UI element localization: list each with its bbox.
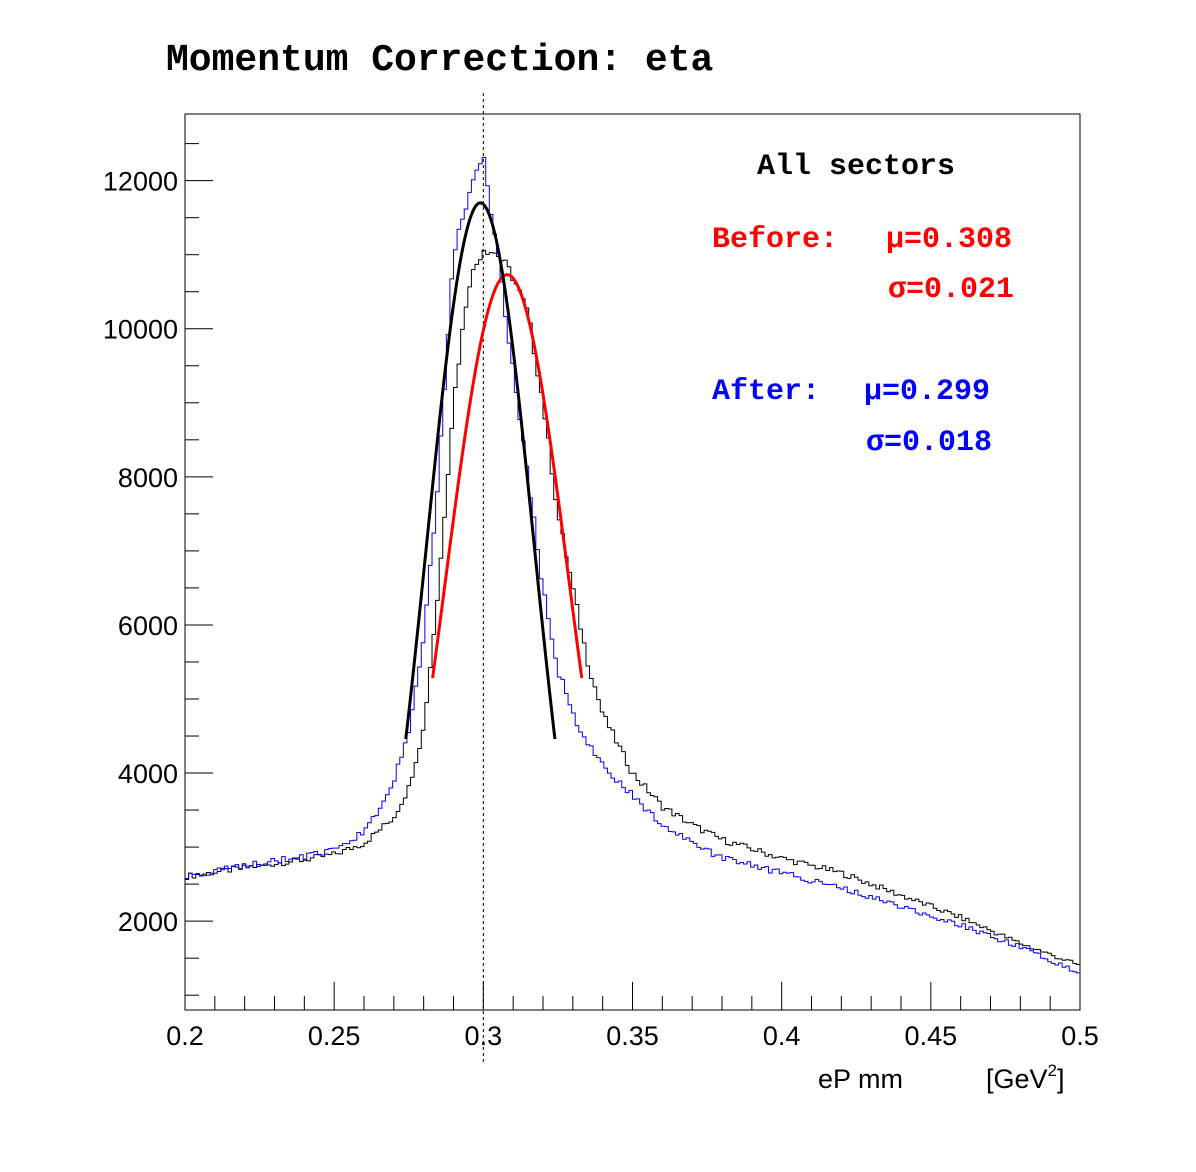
x-tick-label: 0.35: [606, 1021, 659, 1051]
x-axis-unit-close: ]: [1057, 1064, 1065, 1094]
legend-after-sigma: σ=0.018: [866, 426, 992, 460]
x-axis-label: eP mm: [818, 1064, 903, 1094]
after-fit-curve: [404, 201, 557, 740]
legend-before-label: Before:: [712, 223, 838, 257]
after-histogram: [185, 156, 1080, 974]
y-tick-label: 6000: [118, 611, 178, 641]
x-axis-tick-labels: 0.2 0.25 0.3 0.35 0.4 0.45 0.5: [166, 1021, 1099, 1051]
x-axis-ticks: [184, 982, 1081, 1010]
y-axis-tick-labels: 2000 4000 6000 8000 10000 12000: [103, 167, 178, 937]
y-tick-label: 4000: [118, 759, 178, 789]
chart-title: Momentum Correction: eta: [166, 39, 713, 82]
before-fit-curve: [431, 273, 584, 679]
x-axis-unit: [GeV2]: [986, 1061, 1065, 1094]
series-layer: [185, 156, 1080, 974]
legend-before-sigma: σ=0.021: [888, 273, 1014, 307]
legend-after-mu: μ=0.299: [864, 375, 990, 409]
y-tick-label: 12000: [103, 167, 178, 197]
legend-heading: All sectors: [757, 150, 955, 184]
x-tick-label: 0.25: [308, 1021, 361, 1051]
x-tick-label: 0.45: [905, 1021, 958, 1051]
y-tick-label: 10000: [103, 315, 178, 345]
y-axis-ticks: [185, 143, 213, 996]
x-axis-unit-main: [GeV: [986, 1064, 1048, 1094]
x-tick-label: 0.2: [166, 1021, 204, 1051]
x-axis-unit-superscript: 2: [1048, 1061, 1057, 1080]
before-histogram: [185, 249, 1080, 966]
x-axis-title: eP mm [GeV2]: [818, 1061, 1065, 1094]
plot-area: 0.2 0.25 0.3 0.35 0.4 0.45 0.5 200040006000800…: [103, 93, 1099, 1062]
y-tick-label: 8000: [118, 463, 178, 493]
legend: All sectors Before: μ=0.308 σ=0.021 Afte…: [712, 150, 1014, 460]
y-tick-label: 2000: [118, 907, 178, 937]
legend-after-label: After:: [712, 375, 820, 409]
legend-before-mu: μ=0.308: [886, 223, 1012, 257]
x-tick-label: 0.4: [763, 1021, 801, 1051]
x-tick-label: 0.5: [1061, 1021, 1099, 1051]
